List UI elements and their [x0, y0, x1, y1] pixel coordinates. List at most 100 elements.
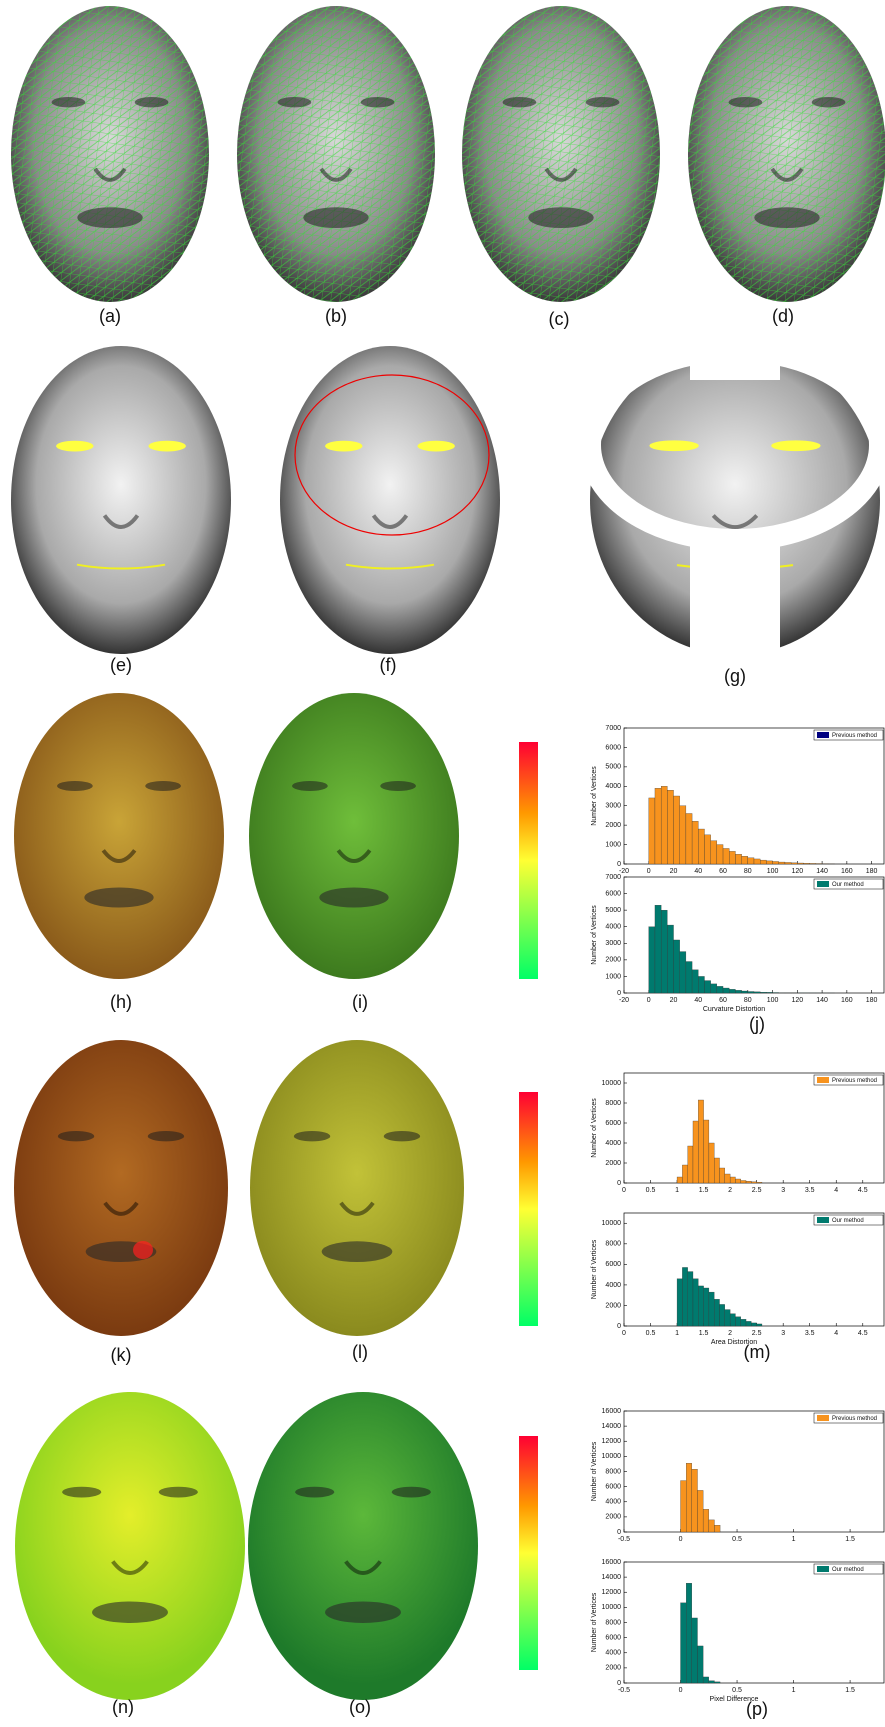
y-tick-label: 4000	[605, 1282, 621, 1289]
x-tick-label: 1	[675, 1330, 679, 1337]
x-tick-label: 100	[767, 868, 779, 875]
bar	[760, 860, 766, 864]
bar	[720, 1168, 725, 1183]
y-axis-label: Number of Vertices	[591, 1239, 598, 1299]
bar	[686, 1583, 692, 1683]
bar	[692, 821, 698, 864]
panel-label: (o)	[349, 1697, 371, 1717]
color-bar	[519, 1436, 538, 1670]
bar	[742, 991, 748, 993]
eye	[57, 781, 93, 791]
legend-swatch	[817, 1077, 829, 1083]
x-tick-label: 0	[647, 997, 651, 1004]
eye	[503, 97, 537, 107]
y-tick-label: 4000	[605, 1499, 621, 1506]
y-tick-label: 0	[617, 990, 621, 997]
plot-area	[624, 1073, 884, 1183]
y-tick-label: 16000	[602, 1408, 622, 1415]
y-tick-label: 12000	[602, 1589, 622, 1596]
x-tick-label: 120	[791, 997, 803, 1004]
y-tick-label: 10000	[602, 1604, 622, 1611]
y-axis-label: Number of Vertices	[591, 905, 598, 965]
x-tick-label: 2	[728, 1330, 732, 1337]
legend-label: Previous method	[832, 1416, 877, 1422]
x-axis-label: Curvature Distortion	[703, 1006, 765, 1013]
face-mesh	[462, 6, 660, 302]
x-tick-label: 0	[647, 868, 651, 875]
bar	[674, 796, 680, 864]
y-tick-label: 5000	[605, 764, 621, 771]
y-tick-label: 0	[617, 1529, 621, 1536]
y-tick-label: 8000	[605, 1241, 621, 1248]
x-tick-label: 0.5	[732, 1536, 742, 1543]
y-tick-label: 10000	[602, 1453, 622, 1460]
bar	[667, 790, 673, 864]
face	[280, 346, 500, 654]
y-tick-label: 1000	[605, 973, 621, 980]
bar	[692, 1618, 698, 1683]
eye	[294, 1131, 330, 1141]
bar	[757, 1182, 762, 1183]
bar	[804, 863, 810, 864]
x-tick-label: -20	[619, 997, 629, 1004]
x-tick-label: -0.5	[618, 1536, 630, 1543]
bar	[677, 1177, 682, 1183]
x-tick-label: 4.5	[858, 1330, 868, 1337]
bar	[742, 856, 748, 864]
bar	[709, 1681, 715, 1683]
x-tick-label: 1.5	[699, 1187, 709, 1194]
bar	[681, 1481, 687, 1532]
y-tick-label: 3000	[605, 803, 621, 810]
bar	[810, 863, 816, 864]
bar	[717, 986, 723, 993]
plot-area	[624, 1562, 884, 1683]
bar	[693, 1121, 698, 1183]
face	[250, 1040, 464, 1336]
bar	[748, 858, 754, 864]
x-tick-label: 1.5	[699, 1330, 709, 1337]
x-tick-label: 180	[866, 997, 878, 1004]
panel-label: (l)	[352, 1342, 368, 1362]
eye	[361, 97, 395, 107]
bar	[725, 1174, 730, 1183]
bar	[655, 905, 661, 993]
bar	[704, 835, 710, 864]
y-tick-label: 0	[617, 1180, 621, 1187]
x-tick-label: 80	[744, 997, 752, 1004]
y-tick-label: 3000	[605, 940, 621, 947]
bar	[751, 1182, 756, 1183]
cut-gap	[690, 530, 780, 660]
eye	[149, 441, 186, 452]
y-tick-label: 14000	[602, 1574, 622, 1581]
eye	[325, 441, 362, 452]
bar	[779, 862, 785, 864]
x-tick-label: 60	[719, 868, 727, 875]
y-tick-label: 10000	[602, 1220, 622, 1227]
bar	[748, 992, 754, 993]
bar	[693, 1279, 698, 1326]
panel-label: (c)	[549, 309, 570, 329]
bar	[649, 798, 655, 864]
y-tick-label: 2000	[605, 1665, 621, 1672]
eye	[145, 781, 181, 791]
x-tick-label: 120	[791, 868, 803, 875]
eye	[62, 1487, 101, 1498]
x-tick-label: 40	[694, 997, 702, 1004]
x-tick-label: 160	[841, 997, 853, 1004]
bar	[735, 854, 741, 864]
bar	[711, 841, 717, 864]
bar	[655, 788, 661, 864]
mouth	[77, 207, 142, 228]
mouth	[325, 1601, 401, 1623]
x-tick-label: 0.5	[646, 1330, 656, 1337]
bar	[714, 1158, 719, 1183]
legend-swatch	[817, 1566, 829, 1572]
bar	[697, 1490, 703, 1532]
mouth	[528, 207, 593, 228]
x-tick-label: 80	[744, 868, 752, 875]
color-bar	[519, 742, 538, 979]
bar	[686, 1463, 692, 1532]
face-mesh	[237, 6, 435, 302]
bar	[791, 863, 797, 864]
bar	[680, 952, 686, 993]
